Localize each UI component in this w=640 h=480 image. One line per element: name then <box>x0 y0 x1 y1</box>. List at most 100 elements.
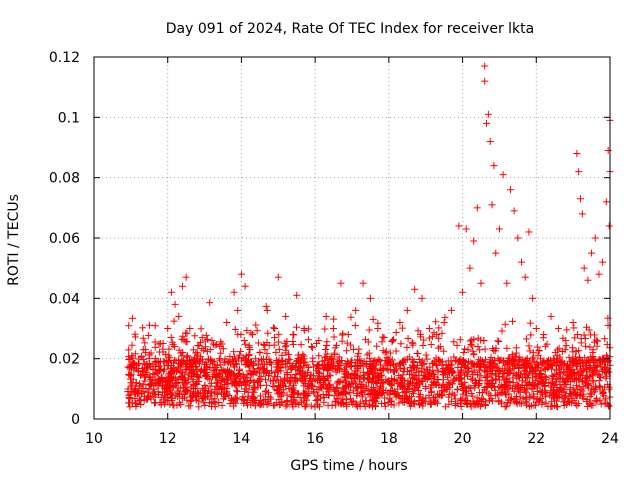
data-point <box>165 345 173 353</box>
data-point <box>177 401 185 409</box>
data-point <box>454 386 462 394</box>
data-point <box>453 341 461 349</box>
data-point <box>411 374 419 382</box>
data-point <box>227 395 235 403</box>
data-point <box>354 350 362 358</box>
data-point <box>229 370 237 378</box>
data-points <box>124 62 614 411</box>
data-point <box>602 198 610 206</box>
data-point <box>369 315 377 323</box>
data-point <box>220 366 228 374</box>
data-point <box>202 358 210 366</box>
data-point <box>242 380 250 388</box>
data-point <box>210 340 218 348</box>
data-point <box>554 390 562 398</box>
data-point <box>385 376 393 384</box>
data-point <box>167 365 175 373</box>
data-point <box>191 385 199 393</box>
data-point <box>212 372 220 380</box>
data-point <box>278 398 286 406</box>
data-point <box>533 359 541 367</box>
data-point <box>194 357 202 365</box>
data-point <box>381 356 389 364</box>
data-point <box>566 384 574 392</box>
data-point <box>132 403 140 411</box>
x-tick-label: 14 <box>233 431 251 447</box>
data-point <box>221 384 229 392</box>
data-point <box>416 330 424 338</box>
data-point <box>527 331 535 339</box>
data-point <box>529 294 537 302</box>
data-point <box>142 361 150 369</box>
data-point <box>352 401 360 409</box>
data-point <box>347 341 355 349</box>
data-point <box>183 396 191 404</box>
data-point <box>167 288 175 296</box>
data-point <box>456 375 464 383</box>
data-point <box>255 377 263 385</box>
data-point <box>553 355 561 363</box>
data-point <box>531 401 539 409</box>
data-point <box>584 276 592 284</box>
data-point <box>409 341 417 349</box>
data-point <box>289 338 297 346</box>
data-point <box>558 348 566 356</box>
data-point <box>428 369 436 377</box>
data-point <box>241 340 249 348</box>
data-point <box>290 397 298 405</box>
data-point <box>455 222 463 230</box>
data-point <box>589 371 597 379</box>
data-point <box>396 359 404 367</box>
data-point <box>503 344 511 352</box>
data-point <box>216 382 224 390</box>
data-point <box>431 379 439 387</box>
data-point <box>415 368 423 376</box>
data-point <box>578 210 586 218</box>
data-point <box>494 337 502 345</box>
data-point <box>274 359 282 367</box>
data-point <box>513 400 521 408</box>
data-point <box>360 357 368 365</box>
data-point <box>208 379 216 387</box>
data-point <box>131 330 139 338</box>
data-point <box>295 367 303 375</box>
data-point <box>222 393 230 401</box>
data-point <box>127 370 135 378</box>
data-point <box>466 337 474 345</box>
data-point <box>397 364 405 372</box>
data-point <box>432 318 440 326</box>
x-tick-label: 20 <box>454 431 472 447</box>
data-point <box>307 377 315 385</box>
data-point <box>126 394 134 402</box>
data-point <box>538 361 546 369</box>
data-point <box>470 335 478 343</box>
data-point <box>403 306 411 314</box>
data-point <box>496 368 504 376</box>
data-point <box>126 355 134 363</box>
data-point <box>211 341 219 349</box>
data-point <box>411 285 419 293</box>
data-point <box>525 402 533 410</box>
data-point <box>165 352 173 360</box>
data-point <box>254 339 262 347</box>
data-point <box>181 387 189 395</box>
data-point <box>481 402 489 410</box>
data-point <box>341 382 349 390</box>
data-point <box>563 401 571 409</box>
data-point <box>234 388 242 396</box>
data-point <box>201 343 209 351</box>
data-point <box>262 302 270 310</box>
data-point <box>498 389 506 397</box>
data-point <box>335 378 343 386</box>
data-point <box>320 362 328 370</box>
data-point <box>282 346 290 354</box>
data-point <box>484 110 492 118</box>
y-axis-label: ROTI / TECUs <box>6 194 22 286</box>
data-point <box>399 358 407 366</box>
data-point <box>360 371 368 379</box>
data-point <box>441 313 449 321</box>
data-point <box>321 325 329 333</box>
data-point <box>151 338 159 346</box>
data-point <box>348 356 356 364</box>
data-point <box>476 346 484 354</box>
